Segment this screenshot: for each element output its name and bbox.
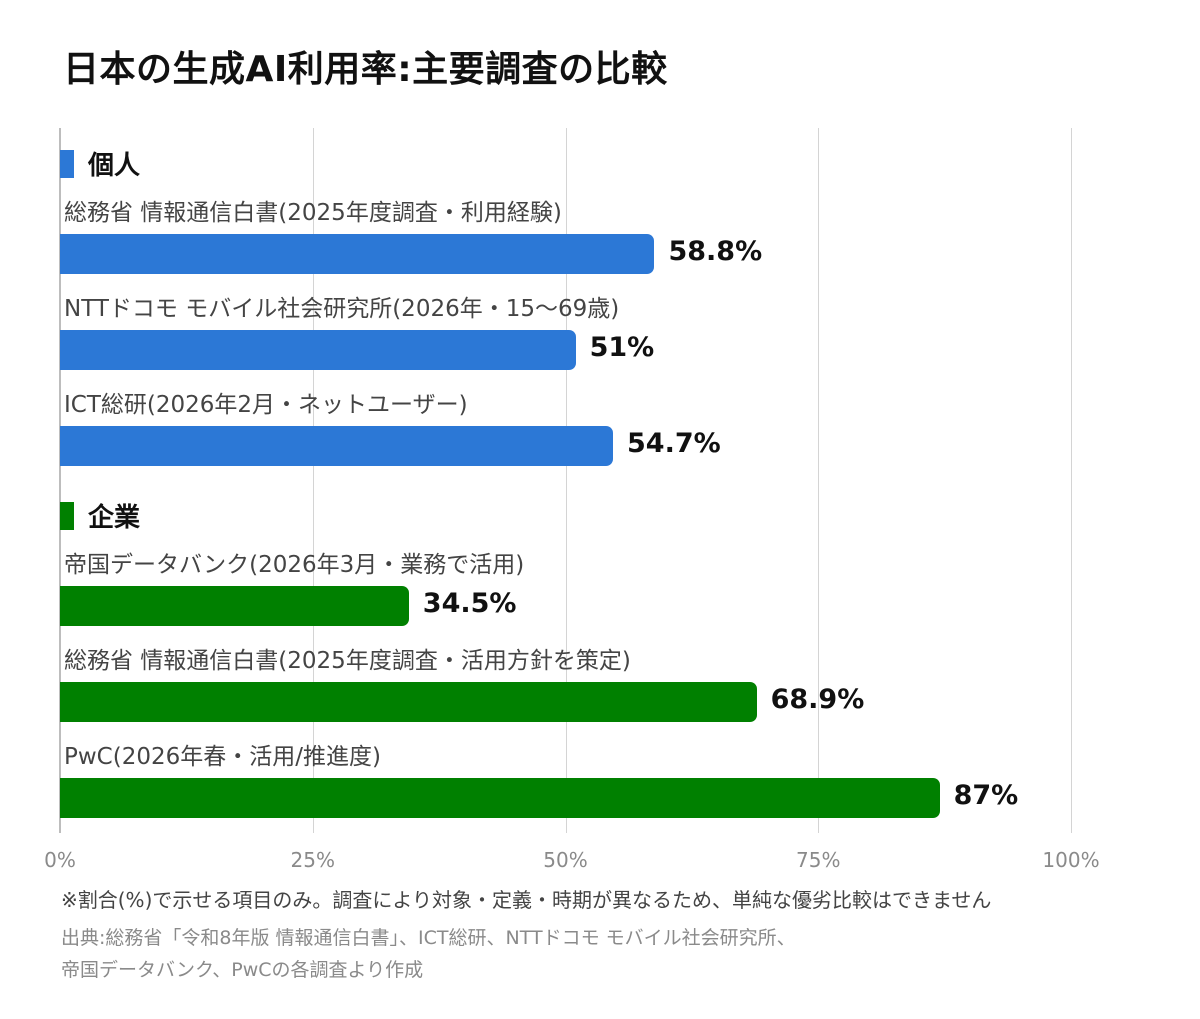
group-marker <box>60 149 74 178</box>
group-label: 個人 <box>88 151 141 181</box>
group-marker <box>60 501 74 530</box>
bar-value-label: 54.7% <box>627 428 721 459</box>
bar <box>60 330 576 370</box>
bar-value-label: 87% <box>953 780 1019 811</box>
source-line: 出典:総務省「令和8年版 情報通信白書」、ICT総研、NTTドコモ モバイル社会… <box>61 927 796 949</box>
bar <box>60 682 757 722</box>
bar-category-label: 総務省 情報通信白書(2025年度調査・活用方針を策定) <box>64 648 631 674</box>
x-tick-label: 25% <box>290 848 335 872</box>
bar-category-label: 帝国データバンク(2026年3月・業務で活用) <box>64 552 525 578</box>
x-tick-label: 0% <box>44 848 76 872</box>
bar-category-label: NTTドコモ モバイル社会研究所(2026年・15〜69歳) <box>64 296 620 322</box>
gridline <box>312 128 314 833</box>
source-note: 出典:総務省「令和8年版 情報通信白書」、ICT総研、NTTドコモ モバイル社会… <box>61 922 796 986</box>
x-tick-label: 50% <box>543 848 588 872</box>
gridline <box>818 128 820 833</box>
group-label: 企業 <box>88 503 141 533</box>
bar <box>60 234 655 274</box>
bar <box>60 586 409 626</box>
x-tick-label: 75% <box>796 848 841 872</box>
bar-value-label: 58.8% <box>668 236 763 267</box>
footnote: ※割合(%)で示せる項目のみ。調査により対象・定義・時期が異なるため、単純な優劣… <box>61 888 992 912</box>
plot-area <box>59 128 1072 833</box>
group-header-business: 企業 <box>60 497 140 534</box>
bar-category-label: 総務省 情報通信白書(2025年度調査・利用経験) <box>64 200 562 226</box>
bar-category-label: PwC(2026年春・活用/推進度) <box>64 744 381 770</box>
source-line: 帝国データバンク、PwCの各調査より作成 <box>61 959 424 981</box>
y-axis-line <box>59 128 61 833</box>
bar-value-label: 51% <box>589 332 655 363</box>
bar-value-label: 68.9% <box>770 684 865 715</box>
gridline <box>565 128 567 833</box>
gridline <box>1071 128 1072 833</box>
x-tick-label: 100% <box>1042 848 1100 872</box>
bar-category-label: ICT総研(2026年2月・ネットユーザー) <box>64 392 468 418</box>
chart-title: 日本の生成AI利用率:主要調査の比較 <box>63 49 668 90</box>
group-header-individual: 個人 <box>60 145 140 182</box>
bar <box>60 426 614 466</box>
bar-value-label: 34.5% <box>422 588 517 619</box>
bar <box>60 778 940 818</box>
